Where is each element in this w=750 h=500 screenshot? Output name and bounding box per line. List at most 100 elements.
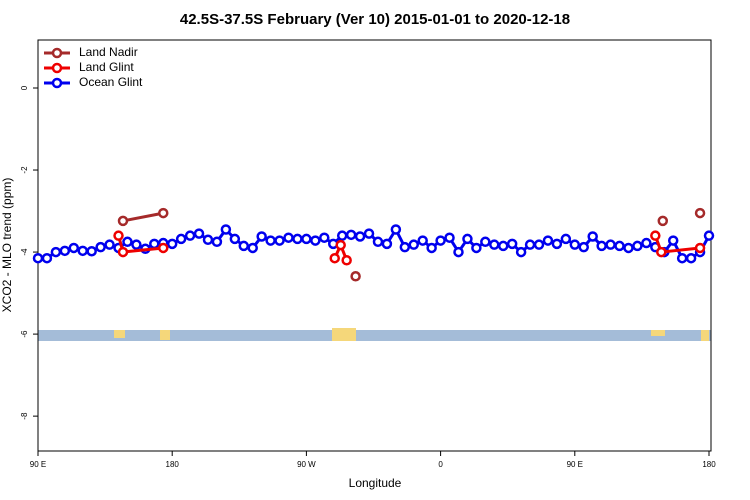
point bbox=[489, 239, 500, 250]
point bbox=[113, 230, 124, 241]
point bbox=[238, 240, 250, 252]
point bbox=[341, 255, 352, 266]
point bbox=[202, 234, 214, 246]
point bbox=[345, 229, 357, 241]
x-tick-label: 90 W bbox=[297, 460, 316, 469]
point bbox=[650, 230, 661, 241]
point bbox=[363, 228, 375, 239]
y-tick-label: -6 bbox=[20, 330, 29, 338]
point bbox=[283, 232, 294, 243]
point bbox=[506, 238, 518, 250]
point bbox=[676, 252, 688, 264]
point bbox=[104, 239, 115, 250]
y-tick-label: 0 bbox=[20, 85, 29, 90]
point bbox=[166, 238, 178, 250]
point bbox=[551, 238, 563, 250]
series bbox=[32, 224, 715, 264]
point bbox=[524, 239, 536, 250]
point bbox=[435, 235, 446, 246]
point bbox=[292, 233, 303, 245]
y-tick-label: -8 bbox=[20, 412, 29, 420]
point bbox=[596, 240, 607, 252]
point bbox=[605, 239, 616, 250]
point bbox=[175, 233, 187, 245]
point bbox=[32, 252, 44, 264]
point bbox=[542, 235, 554, 246]
point bbox=[301, 233, 312, 245]
point bbox=[59, 245, 71, 257]
point bbox=[453, 246, 464, 258]
point bbox=[68, 242, 80, 254]
point bbox=[641, 237, 652, 249]
point bbox=[381, 238, 393, 250]
point bbox=[497, 240, 509, 252]
point bbox=[399, 241, 411, 253]
point bbox=[193, 228, 205, 239]
point bbox=[41, 252, 53, 264]
point bbox=[614, 240, 625, 252]
series bbox=[113, 230, 706, 266]
chart-title: 42.5S-37.5S February (Ver 10) 2015-01-01… bbox=[180, 11, 570, 28]
legend-label: Ocean Glint bbox=[79, 75, 143, 89]
point bbox=[158, 207, 169, 219]
point bbox=[117, 215, 129, 227]
point bbox=[310, 235, 321, 246]
point bbox=[274, 235, 285, 246]
y-tick-label: -4 bbox=[20, 248, 29, 256]
point bbox=[158, 242, 169, 254]
point bbox=[329, 252, 340, 264]
series-line bbox=[123, 213, 700, 221]
point bbox=[533, 239, 545, 250]
point bbox=[578, 241, 589, 253]
point bbox=[336, 230, 348, 241]
x-tick-label: 0 bbox=[438, 460, 443, 469]
legend-marker bbox=[51, 62, 63, 74]
point bbox=[122, 236, 133, 248]
point bbox=[515, 246, 527, 258]
point bbox=[86, 245, 97, 257]
point bbox=[667, 235, 679, 246]
series bbox=[117, 207, 706, 282]
point bbox=[220, 224, 232, 235]
x-tick-label: 180 bbox=[166, 460, 180, 469]
point bbox=[354, 231, 366, 242]
legend-marker bbox=[51, 47, 63, 59]
point bbox=[694, 207, 706, 219]
legend-label: Land Nadir bbox=[79, 45, 138, 59]
point bbox=[632, 240, 643, 252]
legend-marker bbox=[51, 77, 63, 89]
point bbox=[657, 215, 669, 227]
point bbox=[265, 235, 276, 246]
point bbox=[256, 231, 267, 242]
legend-label: Land Glint bbox=[79, 60, 134, 74]
x-tick-label: 180 bbox=[702, 460, 716, 469]
point bbox=[184, 230, 196, 241]
y-tick-label: -2 bbox=[20, 166, 29, 174]
point bbox=[408, 239, 420, 250]
x-axis-label: Longitude bbox=[349, 476, 402, 490]
point bbox=[462, 233, 473, 245]
point bbox=[319, 232, 330, 243]
point bbox=[444, 232, 455, 243]
point bbox=[471, 242, 482, 254]
point bbox=[480, 236, 491, 248]
point bbox=[211, 236, 223, 248]
point bbox=[350, 271, 361, 282]
plot-frame bbox=[37, 39, 712, 452]
point bbox=[247, 242, 258, 254]
point bbox=[372, 236, 384, 248]
point bbox=[95, 241, 106, 253]
point bbox=[390, 224, 402, 235]
point bbox=[149, 238, 160, 250]
point bbox=[131, 239, 142, 250]
point bbox=[623, 242, 634, 254]
x-tick-label: 90 E bbox=[30, 460, 46, 469]
land-mask-band bbox=[38, 328, 711, 341]
point bbox=[694, 242, 706, 254]
point bbox=[229, 233, 241, 245]
y-axis-label: XCO2 - MLO trend (ppm) bbox=[0, 178, 14, 313]
point bbox=[426, 242, 437, 254]
point bbox=[117, 246, 129, 258]
point bbox=[569, 239, 581, 250]
